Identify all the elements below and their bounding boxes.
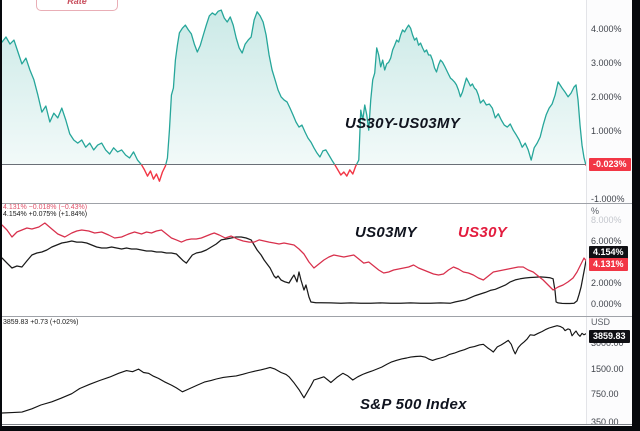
spread-line-negative bbox=[140, 164, 586, 182]
axis-unit-label: % bbox=[591, 206, 600, 216]
spx-series-label: S&P 500 Index bbox=[360, 396, 467, 413]
axis-tick: 4.000% bbox=[591, 23, 622, 34]
clipped-rate-pill-label: Rate bbox=[67, 0, 87, 6]
axis-tick: 8.000% bbox=[591, 215, 622, 225]
axis-tick: 0.000% bbox=[591, 299, 622, 309]
us30y-series-label: US30Y bbox=[458, 224, 508, 241]
price-badge: 4.131% bbox=[589, 257, 628, 271]
axis-tick: 750.00 bbox=[591, 389, 619, 400]
spx-quote-row: 3859.83 +0.73 (+0.02%) bbox=[3, 319, 79, 326]
spx-chart[interactable] bbox=[2, 317, 586, 424]
axis-tick: 1500.00 bbox=[591, 363, 624, 374]
s-p-500-index-line bbox=[2, 325, 586, 414]
left-border bbox=[0, 0, 2, 431]
bottom-border bbox=[0, 426, 640, 431]
spread-pane[interactable] bbox=[2, 0, 586, 203]
price-badge: 4.154% bbox=[589, 245, 628, 259]
right-border bbox=[632, 0, 640, 431]
spread-series-label: US30Y-US03MY bbox=[345, 115, 461, 132]
axis-tick: 1.000% bbox=[591, 125, 622, 136]
us30y-quote-row: 4.131% −0.018% (−0.43%) bbox=[3, 204, 88, 211]
axis-unit-label: USD bbox=[591, 317, 611, 327]
spread-area-fill bbox=[2, 10, 586, 165]
yields-pane[interactable] bbox=[2, 204, 586, 316]
axis-tick: 350.00 bbox=[591, 417, 619, 424]
us30y-line bbox=[2, 222, 586, 291]
time-axis-separator bbox=[0, 424, 632, 425]
axis-tick: 6.000% bbox=[591, 236, 622, 246]
price-badge: 3859.83 bbox=[589, 329, 630, 343]
pane-separator-2[interactable] bbox=[0, 316, 632, 317]
price-badge: -0.023% bbox=[589, 158, 631, 171]
us03my-quote-row: 4.154% +0.075% (+1.84%) bbox=[3, 211, 88, 218]
axis-tick: 2.000% bbox=[591, 278, 622, 288]
axis-tick: 3.000% bbox=[591, 57, 622, 68]
spx-pane[interactable] bbox=[2, 317, 586, 424]
us03my-line bbox=[2, 236, 586, 305]
axis-tick: -1.000% bbox=[591, 193, 625, 204]
us03my-series-label: US03MY bbox=[355, 224, 417, 241]
yields-chart[interactable] bbox=[2, 204, 586, 316]
spread-chart[interactable] bbox=[2, 0, 586, 203]
axis-tick: 3000.00 bbox=[591, 338, 624, 348]
clipped-rate-pill[interactable]: Rate bbox=[36, 0, 118, 11]
spread-line bbox=[2, 9, 586, 165]
axis-tick: 2.000% bbox=[591, 91, 622, 102]
price-axis[interactable]: 5.000%4.000%3.000%2.000%1.000%-1.000%-0.… bbox=[586, 0, 633, 424]
pane-separator-1[interactable] bbox=[0, 203, 632, 204]
